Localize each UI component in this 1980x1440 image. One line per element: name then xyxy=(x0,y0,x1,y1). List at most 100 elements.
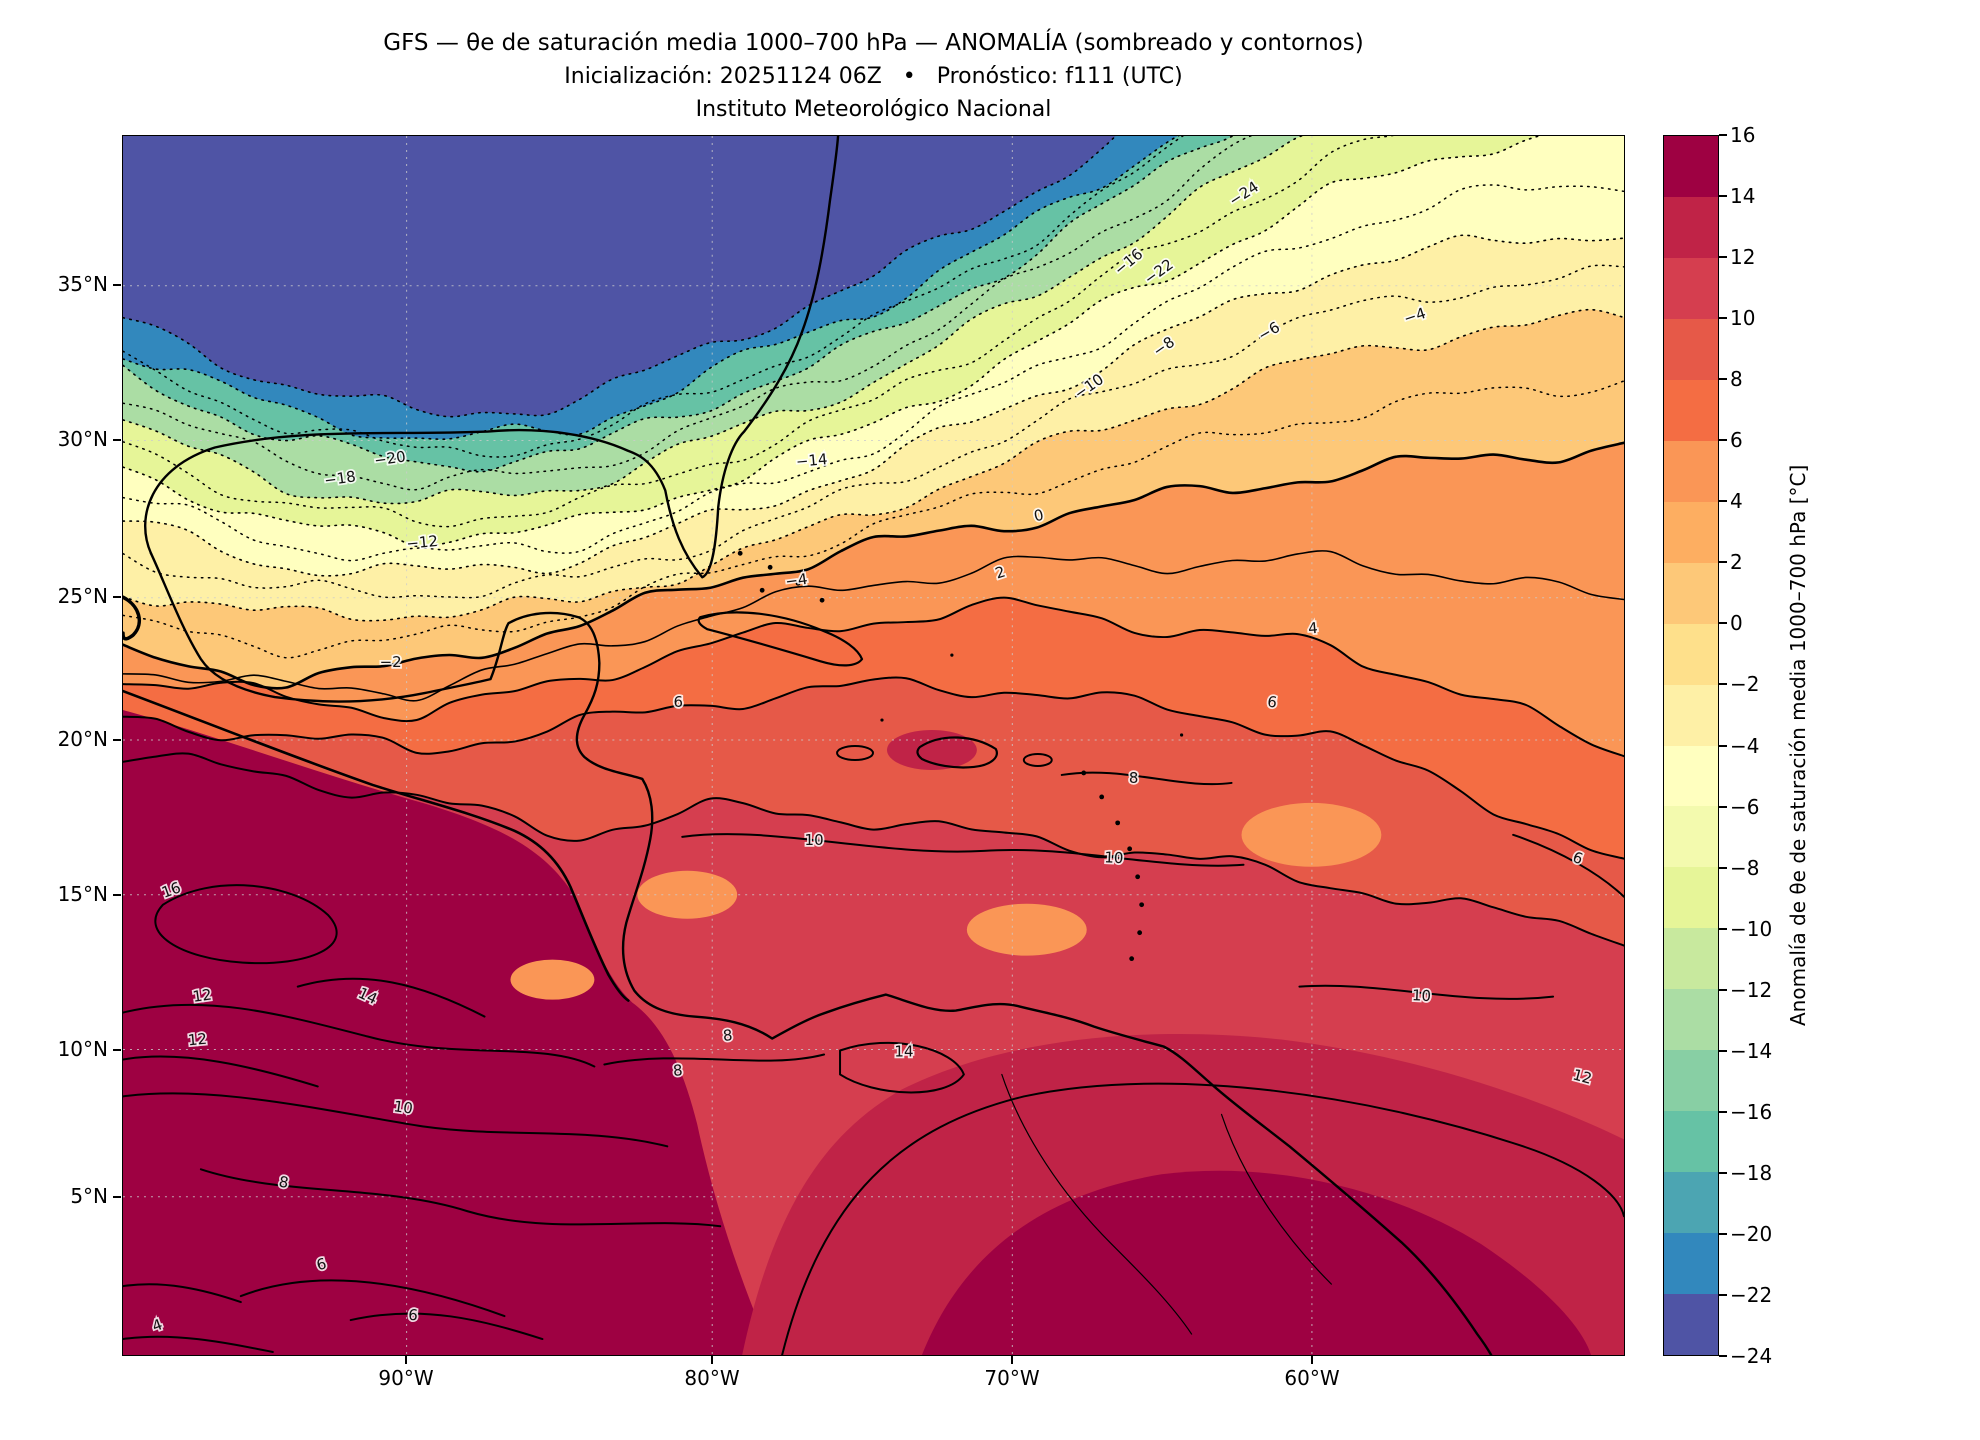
colorbar-segment xyxy=(1664,440,1718,502)
contour-label: −14 xyxy=(795,450,828,471)
contour-line-b6 xyxy=(123,136,1542,548)
contour-line-negative-intermediate xyxy=(123,184,1624,562)
orange-patch xyxy=(637,870,738,919)
colorbar-tick-label: −18 xyxy=(1730,1160,1773,1185)
contour-line-warm xyxy=(123,1283,242,1304)
contour-line-warm xyxy=(1298,984,1555,1000)
contour-line-warm xyxy=(1512,833,1624,898)
y-axis-tickmark xyxy=(113,894,121,896)
y-tick-label: 35°N xyxy=(57,272,108,296)
island-lesser-antilles xyxy=(1081,770,1087,776)
colorbar-segment xyxy=(1664,1233,1718,1295)
contour-line-warm xyxy=(603,1053,826,1066)
river-south-america xyxy=(1220,1113,1332,1285)
contour-line-2 xyxy=(123,550,1624,702)
anomaly-band-b9 xyxy=(123,136,1116,417)
contour-line-negative-intermediate xyxy=(123,136,1253,491)
colorbar-tick-label: 14 xyxy=(1730,184,1756,209)
contour-label: 10 xyxy=(393,1097,414,1117)
x-axis-tickmark xyxy=(711,1356,713,1364)
contour-line-warm xyxy=(123,1335,274,1354)
colorbar-segment xyxy=(1664,562,1718,624)
colorbar-tickmark xyxy=(1719,439,1727,442)
island-bahamas xyxy=(819,597,825,603)
chart-subtitle-init-forecast: Inicialización: 20251124 06Z • Pronóstic… xyxy=(564,64,1183,89)
x-axis-tickmark xyxy=(405,1356,407,1364)
colorbar-tick-label: −10 xyxy=(1730,916,1773,941)
island-speck xyxy=(880,718,884,722)
contour-line-negative-intermediate xyxy=(123,264,1624,599)
x-tick-label: 70°W xyxy=(984,1366,1040,1390)
colorbar-tick-label: −24 xyxy=(1730,1344,1773,1368)
colorbar-segment xyxy=(1664,745,1718,807)
island-speck xyxy=(950,653,954,657)
contour-line-b2 xyxy=(123,596,1624,758)
contour-line-negative-intermediate xyxy=(123,380,1624,659)
colorbar-tick-label: −20 xyxy=(1730,1221,1773,1246)
contour-line-warm xyxy=(123,1092,669,1148)
island-bahamas xyxy=(795,580,801,586)
island-speck xyxy=(1179,733,1184,737)
colorbar-segment xyxy=(1664,928,1718,990)
colorbar-tickmark xyxy=(1719,1049,1727,1052)
island-bahamas xyxy=(737,550,743,556)
colorbar-tickmark xyxy=(1719,744,1727,747)
y-tick-label: 30°N xyxy=(57,427,108,451)
island-lesser-antilles xyxy=(1127,846,1133,852)
coastline-hispaniola xyxy=(916,736,998,769)
contour-label: −12 xyxy=(406,532,439,553)
contour-line-warm xyxy=(239,1279,506,1318)
contour-label: 12 xyxy=(187,1030,208,1050)
colorbar-tick-label: −22 xyxy=(1730,1282,1773,1307)
colorbar-tick-label: 10 xyxy=(1730,306,1756,331)
colorbar-tick-label: 0 xyxy=(1730,611,1743,636)
colorbar-axis-label: Anomalía de θe de saturación media 1000–… xyxy=(1786,464,1810,1027)
coastline-pacific-central-america xyxy=(123,689,630,1002)
orange-patch xyxy=(510,959,595,1000)
colorbar-tickmark xyxy=(1719,683,1727,686)
x-tick-label: 90°W xyxy=(378,1366,434,1390)
y-axis-tickmark xyxy=(113,739,121,741)
colorbar-segment xyxy=(1664,623,1718,685)
y-tick-label: 20°N xyxy=(57,727,108,751)
contour-line-b4 xyxy=(123,308,1624,622)
colorbar-segment xyxy=(1664,257,1718,319)
coastline-gulf-caribbean-south-america xyxy=(149,552,1493,1355)
y-tick-label: 15°N xyxy=(57,882,108,906)
island-lesser-antilles xyxy=(1129,956,1135,962)
contour-line-warm xyxy=(123,1003,596,1068)
contour-line-warm xyxy=(154,884,338,965)
contour-label: 6 xyxy=(408,1306,419,1325)
contour-label: 10 xyxy=(1104,848,1124,867)
orange-patch xyxy=(966,903,1087,956)
contour-line-warm xyxy=(681,833,1245,867)
y-axis-tickmark xyxy=(113,284,121,286)
dark-red-region-west xyxy=(123,710,773,1355)
colorbar-tick-label: −2 xyxy=(1730,672,1760,697)
contour-line-b1 xyxy=(123,676,1624,860)
colorbar-segment xyxy=(1664,1111,1718,1173)
colorbar-tickmark xyxy=(1719,195,1727,198)
island-bahamas xyxy=(759,587,765,593)
colorbar-segment xyxy=(1664,501,1718,563)
contour-line-warm xyxy=(199,1168,722,1228)
colorbar-tick-label: 12 xyxy=(1730,245,1756,270)
dark-red-patch-hispaniola xyxy=(886,730,977,770)
contour-line-negative-intermediate xyxy=(123,136,1184,458)
contour-label: 8 xyxy=(672,1061,683,1080)
colorbar xyxy=(1663,135,1719,1356)
colorbar-tick-label: 8 xyxy=(1730,367,1743,392)
colorbar-segment xyxy=(1664,196,1718,258)
colorbar-segment xyxy=(1664,806,1718,868)
colorbar-segment xyxy=(1664,684,1718,746)
river-south-america xyxy=(1001,1073,1193,1335)
colorbar-tickmark xyxy=(1719,1232,1727,1235)
colorbar-tickmark xyxy=(1719,1293,1727,1296)
colorbar-tickmark xyxy=(1719,500,1727,503)
colorbar-tick-label: 6 xyxy=(1730,428,1743,453)
chart-title: GFS — θe de saturación media 1000–700 hP… xyxy=(383,30,1364,56)
contour-label: −4 xyxy=(784,570,808,591)
colorbar-tick-label: −8 xyxy=(1730,855,1760,880)
